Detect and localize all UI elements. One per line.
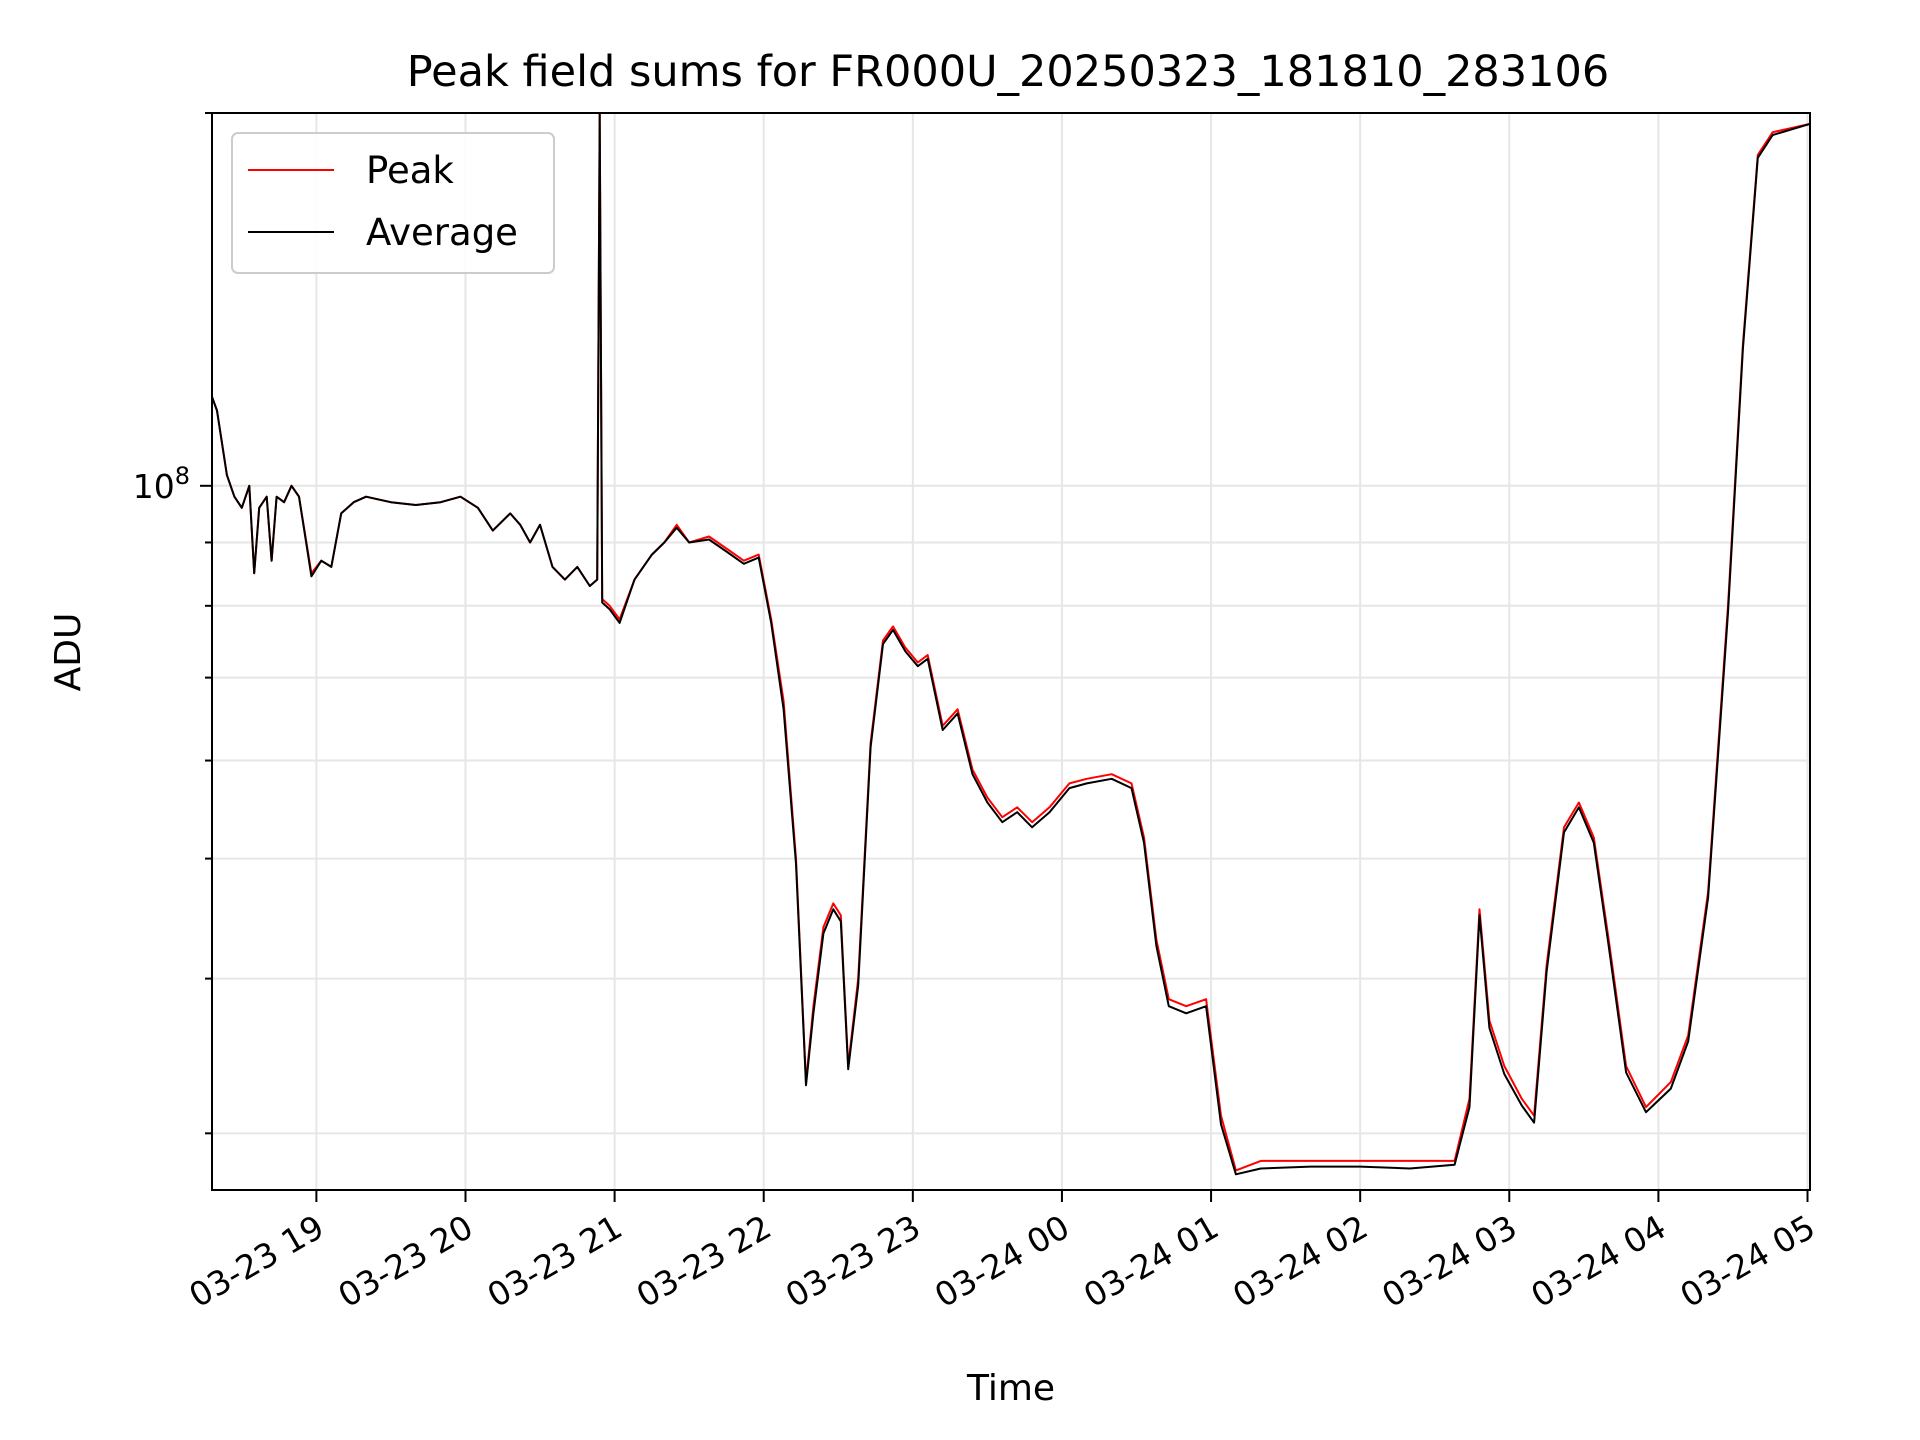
y-axis-label: ADU	[48, 613, 89, 692]
y-tick-label-exponent: 8	[175, 462, 190, 490]
y-tick-label-base: 10	[133, 467, 175, 506]
legend-label-peak: Peak	[366, 149, 454, 192]
plot-frame	[211, 112, 1811, 1191]
chart-title: Peak field sums for FR000U_20250323_1818…	[407, 47, 1609, 97]
legend-label-average: Average	[366, 211, 518, 254]
series-lines	[211, 112, 1811, 1176]
x-axis-label: Time	[966, 1368, 1055, 1409]
legend: Peak Average	[231, 132, 555, 274]
y-tick-label: 108	[133, 462, 190, 506]
legend-box	[231, 132, 555, 274]
series-line-average	[211, 112, 1811, 1176]
